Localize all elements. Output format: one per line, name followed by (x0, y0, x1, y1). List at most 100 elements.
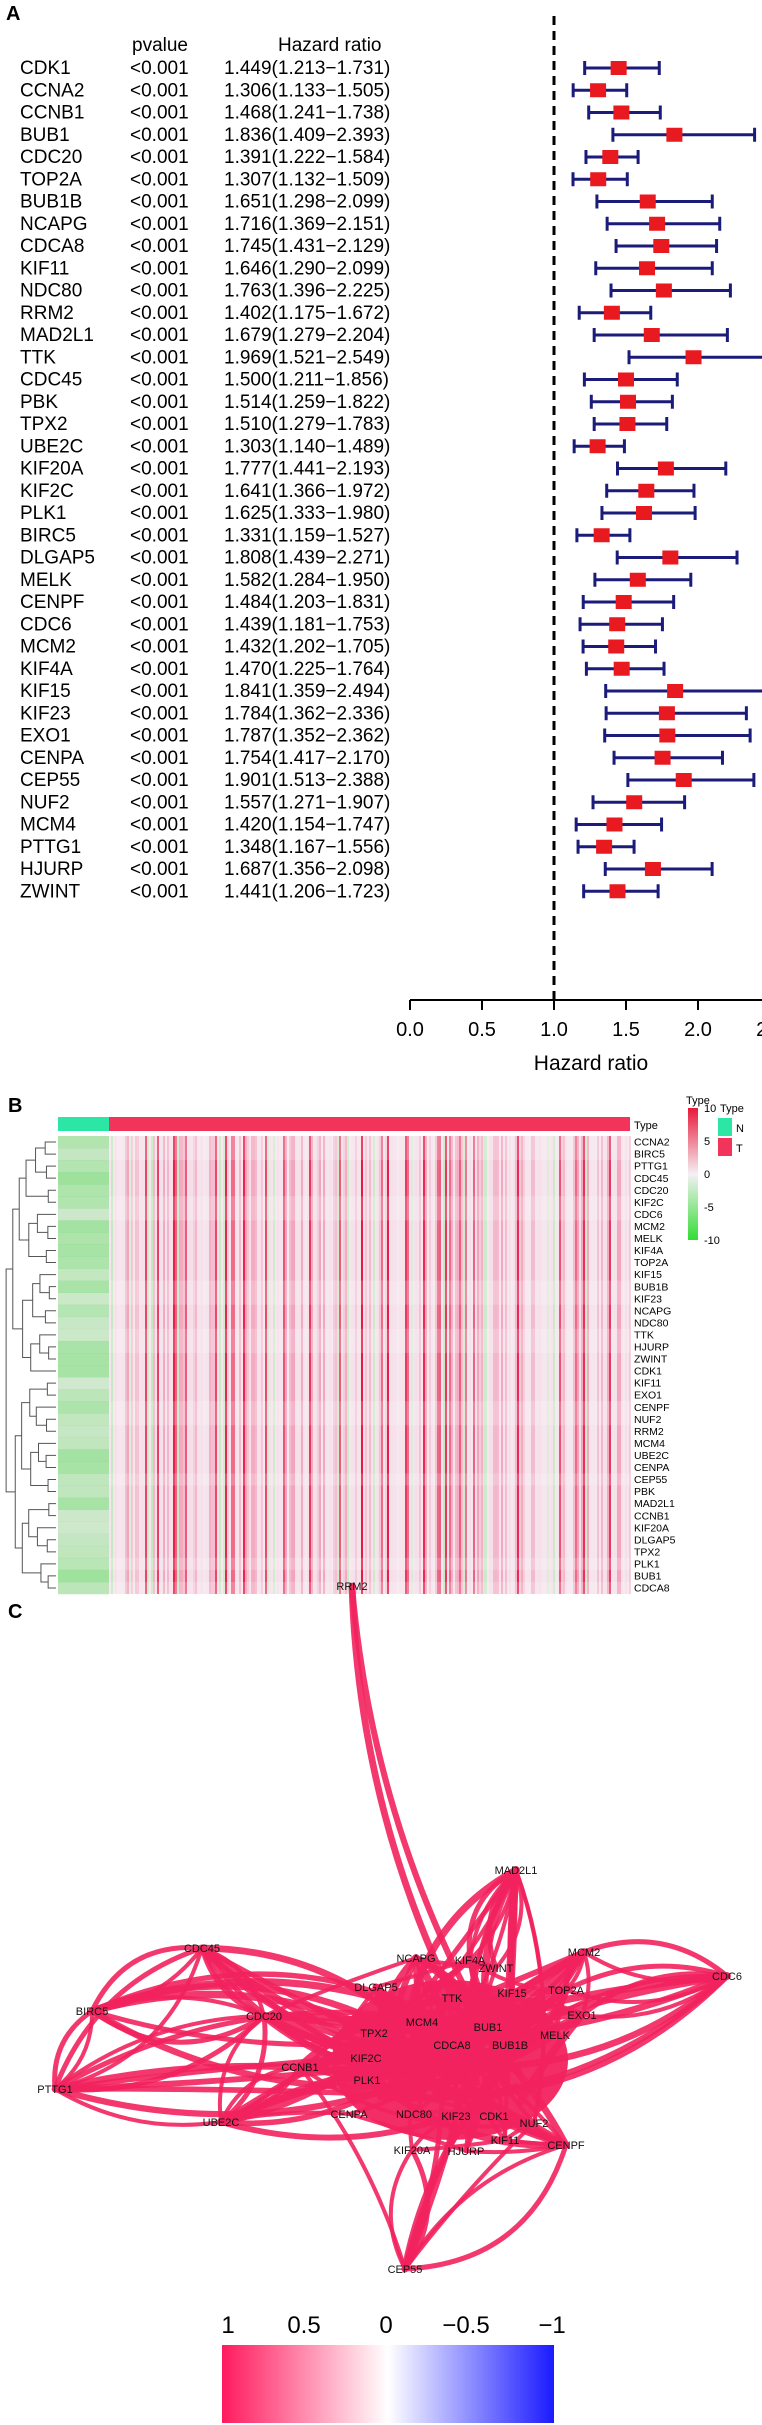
pvalue-cell: <0.001 (130, 214, 189, 235)
gene-label: NCAPG (20, 214, 88, 235)
heat-sample-column (469, 1136, 471, 1594)
heat-sample-column (377, 1136, 379, 1594)
heat-sample-column (309, 1136, 311, 1594)
hr-cell: 1.307(1.132−1.509) (224, 169, 390, 190)
heat-normal-row (58, 1485, 109, 1498)
heatmap-gene-label: BUB1B (634, 1281, 668, 1293)
heat-sample-column (331, 1136, 333, 1594)
heat-sample-column (617, 1136, 619, 1594)
network-edge (218, 2013, 268, 2125)
heat-sample-column (111, 1136, 113, 1594)
heat-sample-column (421, 1136, 423, 1594)
correlation-scale-tick: 0.5 (287, 2312, 320, 2339)
panel-label-a: A (6, 3, 20, 25)
x-tick-label: 0.0 (396, 1019, 424, 1041)
pvalue-cell: <0.001 (130, 392, 189, 413)
hr-point (653, 239, 670, 253)
pvalue-cell: <0.001 (130, 681, 189, 702)
network-node-label: TPX2 (360, 2028, 388, 2040)
dendrogram-branch (46, 1539, 56, 1553)
heat-sample-column (353, 1136, 355, 1594)
network-edge (580, 1950, 591, 2017)
heat-sample-column (151, 1136, 153, 1594)
heat-sample-column (433, 1136, 435, 1594)
heat-normal-row (58, 1316, 109, 1330)
dendrogram-branch (25, 1159, 49, 1197)
dendrogram-branch (39, 1334, 56, 1354)
gene-label: CDK1 (20, 58, 71, 79)
heat-sample-column (359, 1136, 361, 1594)
heat-sample-column (363, 1136, 365, 1594)
heatmap-body (58, 1136, 630, 1594)
heatmap-gene-label: MELK (634, 1233, 663, 1245)
pvalue-header: pvalue (132, 35, 188, 56)
heat-sample-column (517, 1136, 519, 1594)
heat-sample-column (231, 1136, 233, 1594)
heat-sample-column (581, 1136, 583, 1594)
correlation-scale-tick: 1 (221, 2312, 234, 2339)
pvalue-cell: <0.001 (130, 281, 189, 302)
heat-normal-row (58, 1172, 109, 1185)
gene-label: CDC45 (20, 370, 82, 391)
heat-sample-column (389, 1136, 391, 1594)
network-node-label: DLGAP5 (354, 1982, 397, 1994)
heat-normal-row (58, 1196, 109, 1209)
heat-sample-column (155, 1136, 157, 1594)
gene-label: NDC80 (20, 281, 82, 302)
network-edge (53, 2087, 223, 2127)
hr-cell: 1.651(1.298−2.099) (224, 192, 390, 213)
heatmap-gene-label: CDC45 (634, 1173, 669, 1185)
heat-sample-column (253, 1136, 255, 1594)
heat-normal-row (58, 1352, 109, 1366)
pvalue-cell: <0.001 (130, 703, 189, 724)
heat-sample-column (541, 1136, 543, 1594)
dendrogram-branch (36, 1527, 56, 1547)
dendrogram-branch (21, 1522, 41, 1574)
heat-normal-row (58, 1268, 109, 1281)
heat-sample-column (305, 1136, 307, 1594)
hr-cell: 1.841(1.359−2.494) (224, 681, 390, 702)
hr-cell: 1.402(1.175−1.672) (224, 303, 390, 324)
heat-sample-column (335, 1136, 337, 1594)
heat-sample-column (471, 1136, 473, 1594)
heat-sample-column (329, 1136, 331, 1594)
heat-sample-column (479, 1136, 481, 1594)
heat-sample-column (211, 1136, 213, 1594)
network-node-label: ZWINT (479, 1963, 514, 1975)
network-edge (372, 1983, 428, 2066)
heat-sample-column (257, 1136, 259, 1594)
gene-label: CENPF (20, 592, 84, 613)
heat-sample-column (627, 1136, 629, 1594)
heat-sample-column (473, 1136, 475, 1594)
network-edge (514, 1868, 547, 2125)
network-node-label: EXO1 (567, 2010, 596, 2022)
heat-sample-column (291, 1136, 293, 1594)
gene-label: MELK (20, 570, 72, 591)
network-edge (464, 2143, 568, 2155)
heat-sample-column (201, 1136, 203, 1594)
x-tick-label: 2.5 (756, 1019, 762, 1041)
pvalue-cell: <0.001 (130, 859, 189, 880)
heat-sample-column (263, 1136, 265, 1594)
dendrogram-branch (37, 1442, 56, 1462)
gene-label: CEP55 (20, 770, 80, 791)
gene-label: UBE2C (20, 436, 83, 457)
hr-cell: 1.901(1.513−2.388) (224, 770, 390, 791)
heat-sample-column (183, 1136, 185, 1594)
gene-label: BIRC5 (20, 525, 76, 546)
heat-scale-tick: -10 (704, 1235, 720, 1247)
heat-sample-column (531, 1136, 533, 1594)
network-node-label: MCM2 (568, 1947, 600, 1959)
hr-point (602, 150, 619, 164)
heat-sample-column (563, 1136, 565, 1594)
heat-sample-column (109, 1136, 111, 1594)
type-legend-label: N (736, 1123, 744, 1135)
heat-sample-column (115, 1136, 117, 1594)
gene-label: ZWINT (20, 881, 81, 902)
heat-normal-row (58, 1136, 109, 1149)
heat-sample-column (235, 1136, 237, 1594)
heat-sample-column (511, 1136, 513, 1594)
row-dendrogram (5, 1141, 56, 1589)
hr-cell: 1.836(1.409−2.393) (224, 125, 390, 146)
gene-label: KIF4A (20, 659, 73, 680)
